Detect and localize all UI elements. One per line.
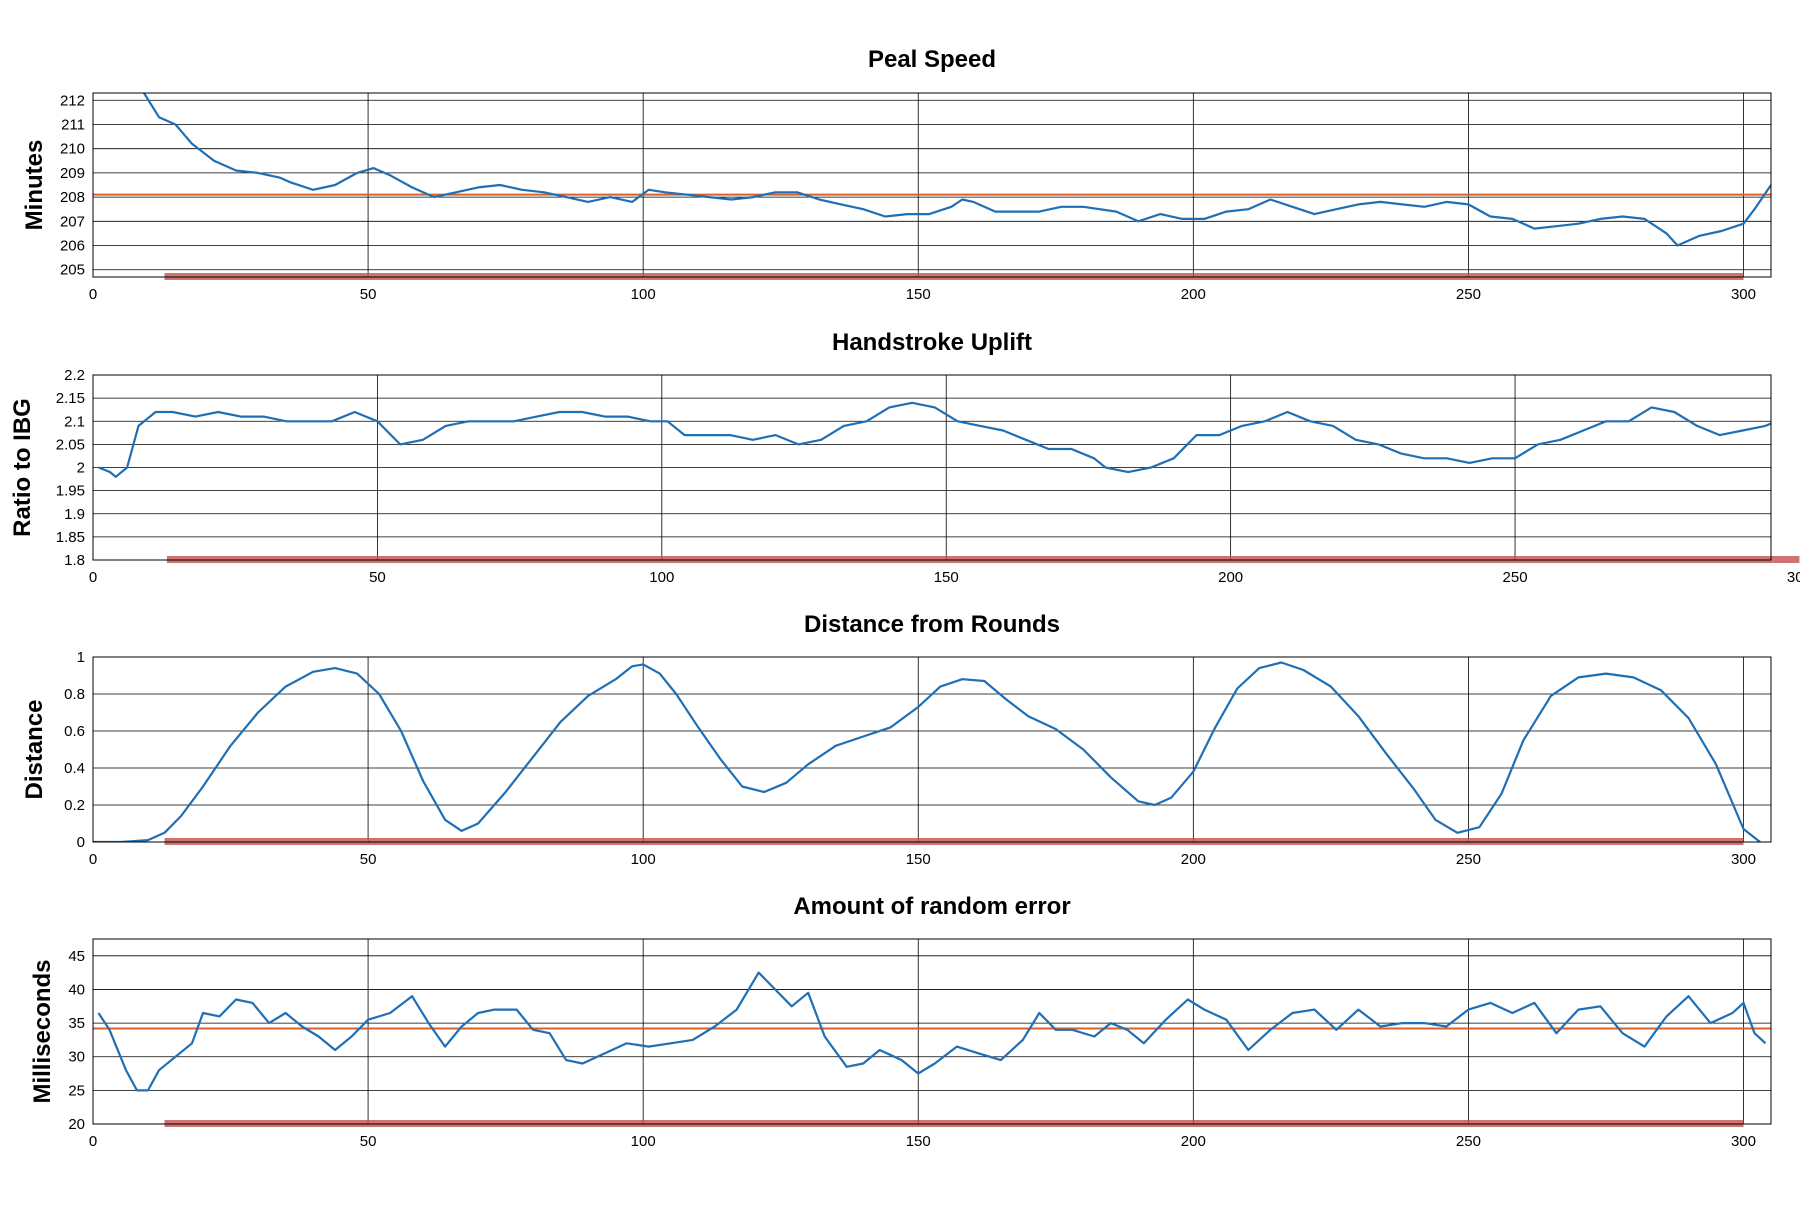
series-line [97,971,1767,1092]
x-tick-label: 50 [360,1133,377,1150]
x-tick-label: 200 [1181,851,1206,868]
x-tick-label: 150 [906,286,931,303]
y-tick-label: 0.6 [64,723,85,740]
y-tick-label: 208 [60,189,85,206]
y-tick-label: 1 [77,649,85,666]
y-tick-label: 206 [60,238,85,255]
x-tick-label: 250 [1456,851,1481,868]
plot-frame [92,938,1772,1125]
x-tick-label: 150 [934,569,959,586]
plot-frame [92,92,1772,278]
plot-frame [92,656,1772,843]
x-tick-label: 300 [1731,1133,1756,1150]
y-tick-label: 212 [60,92,85,109]
x-tick-label: 100 [631,1133,656,1150]
y-tick-label: 2.15 [56,390,85,407]
y-tick-label: 210 [60,141,85,158]
series-line [142,93,1771,247]
x-tick-label: 50 [360,286,377,303]
y-tick-label: 1.8 [64,552,85,569]
x-tick-label: 0 [89,851,97,868]
y-tick-label: 0.2 [64,797,85,814]
chart-title: Amount of random error [793,893,1070,920]
x-tick-label: 100 [631,851,656,868]
x-tick-label: 150 [906,851,931,868]
y-tick-label: 25 [68,1082,85,1099]
y-tick-label: 1.95 [56,483,85,500]
y-tick-label: 211 [61,116,85,133]
y-tick-label: 2.1 [64,413,85,430]
chart-title: Peal Speed [868,46,996,73]
y-tick-label: 207 [60,213,85,230]
y-tick-label: 0 [77,834,85,851]
x-tick-label: 300 [1731,851,1756,868]
y-axis-label: Ratio to IBG [9,398,36,537]
y-tick-label: 0.4 [64,760,85,777]
plot-area [93,93,1771,277]
chart-panel-1: 205 206 207 208 209 210 211 212 0 50 100 150 200 250 3… [21,46,1772,303]
y-tick-label: 2 [77,460,85,477]
x-tick-label: 300 [1731,286,1756,303]
y-tick-label: 1.9 [64,506,85,523]
plot-area [93,939,1771,1124]
chart-title: Distance from Rounds [804,611,1060,638]
x-tick-label: 150 [906,1133,931,1150]
y-tick-label: 205 [60,262,85,279]
x-tick-label: 250 [1456,286,1481,303]
series-line [98,401,1771,478]
series-line [93,661,1761,842]
y-tick-label: 20 [68,1116,85,1133]
chart-panel-3: 0 0.2 0.4 0.6 0.8 1 0 50 100 150 200 250 300 Distance… [21,611,1772,868]
y-tick-label: 2.05 [56,436,85,453]
y-tick-label: 2.2 [64,367,85,384]
x-tick-label: 200 [1181,1133,1206,1150]
x-tick-label: 300 [1787,569,1800,586]
y-tick-label: 1.85 [56,529,85,546]
y-tick-label: 209 [60,165,85,182]
y-axis-label: Milliseconds [29,959,56,1103]
plot-frame [92,374,1772,561]
y-tick-label: 40 [68,981,85,998]
chart-panel-4: 20 25 30 35 40 45 0 50 100 150 200 250 300 Amount of … [29,893,1772,1150]
x-tick-label: 0 [89,286,97,303]
x-tick-label: 250 [1456,1133,1481,1150]
y-tick-label: 45 [68,948,85,965]
x-tick-label: 100 [649,569,674,586]
y-axis-label: Minutes [21,140,48,231]
x-tick-label: 0 [89,1133,97,1150]
y-tick-label: 30 [68,1049,85,1066]
x-tick-label: 0 [89,569,97,586]
chart-title: Handstroke Uplift [832,329,1032,356]
y-axis-label: Distance [21,699,48,799]
y-tick-label: 0.8 [64,686,85,703]
x-tick-label: 200 [1181,286,1206,303]
x-tick-label: 50 [369,569,386,586]
chart-panel-2: 1.8 1.85 1.9 1.95 2 2.05 2.1 2.15 2.2 0 50 100 150 20… [9,329,1800,586]
x-tick-label: 200 [1218,569,1243,586]
x-tick-label: 50 [360,851,377,868]
y-tick-label: 35 [68,1015,85,1032]
x-tick-label: 250 [1503,569,1528,586]
x-tick-label: 100 [631,286,656,303]
